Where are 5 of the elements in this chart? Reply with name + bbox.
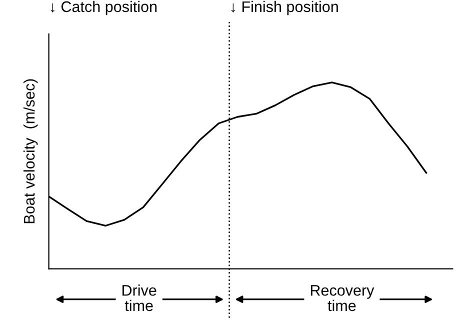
y-axis-title: Boat velocity (m/sec) bbox=[23, 79, 38, 224]
text: ↓ Finish position bbox=[231, 0, 338, 16]
text: ↓ Catch position bbox=[50, 0, 157, 16]
text: Drive time bbox=[122, 284, 156, 312]
text: Recovery time bbox=[310, 285, 374, 312]
